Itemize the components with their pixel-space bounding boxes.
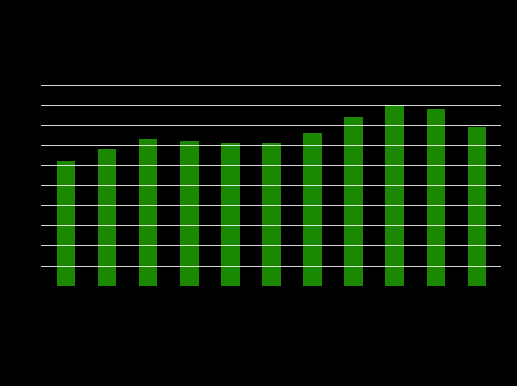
Bar <box>139 139 157 286</box>
Bar <box>427 109 445 286</box>
Bar <box>221 143 239 286</box>
Bar <box>180 141 199 286</box>
Bar <box>386 105 404 286</box>
Bar <box>467 127 486 286</box>
Bar <box>303 133 322 286</box>
Bar <box>98 149 116 286</box>
Bar <box>344 117 363 286</box>
Bar <box>57 161 75 286</box>
Bar <box>262 143 281 286</box>
